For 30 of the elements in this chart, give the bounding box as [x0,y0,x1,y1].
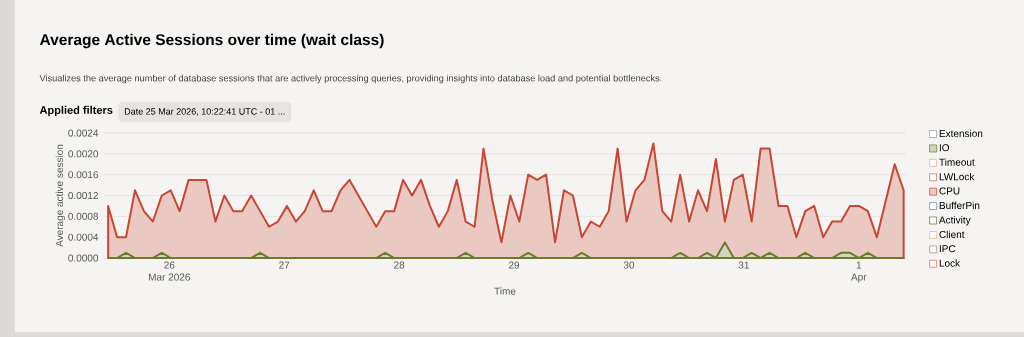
y-tick-label: 0.0000 [68,254,99,262]
x-tick-label: 31 [738,261,749,269]
x-tick-label: 1 Apr [851,261,867,283]
y-tick-label: 0.0020 [68,150,99,158]
legend-label: Lock [939,259,961,267]
y-tick-label: 0.0016 [68,171,99,179]
x-axis-title: Time [494,287,516,295]
legend-label: LWLock [939,172,975,181]
chart-title: Average Active Sessions over time (wait class) [39,33,384,49]
x-tick-label: 27 [279,261,290,269]
legend-label: IO [939,144,950,152]
chart-subtitle: Visualizes the average number of database sessions that are actively processing queries, providing insights into database load and potential bottlenecks. [39,74,662,84]
x-tick-label: 26 Mar 2026 [148,261,190,281]
y-tick-label: 0.0008 [68,212,99,220]
legend-label: CPU [939,187,960,195]
y-tick-label: 0.0004 [68,233,99,241]
legend-label: Timeout [939,158,975,166]
x-tick-label: 30 [623,261,635,269]
text: Date 25 Mar 2026, 10:22:41 UTC - 01 ... [124,108,285,116]
legend-label: Extension [939,129,983,138]
legend-label: Client [939,230,965,238]
legend-label: IPC [939,245,956,253]
text: Applied filters [39,105,113,117]
y-tick-label: 0.0012 [68,191,98,200]
legend-label: BufferPin [939,201,980,209]
legend-label: Activity [938,216,971,226]
x-tick-label: 29 [508,261,520,269]
y-tick-label: 0.0024 [68,129,99,137]
x-tick-label: 28 [394,261,405,269]
y-axis-title: Average active session [55,144,66,247]
